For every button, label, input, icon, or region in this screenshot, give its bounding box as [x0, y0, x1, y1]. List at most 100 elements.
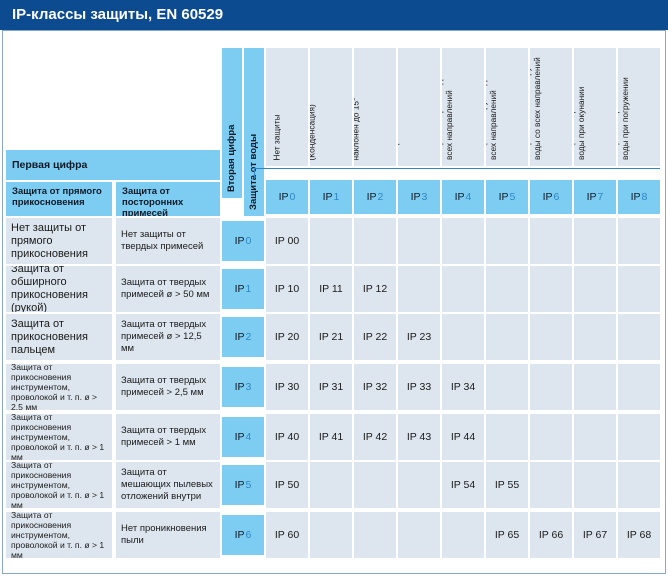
- table-cell: [618, 364, 660, 410]
- table-cell: IP 10: [266, 266, 308, 312]
- row-code-0: IP 0: [222, 221, 264, 261]
- table-cell: [530, 314, 572, 360]
- column-header-label: Защита от капающей воды, если корпус нак…: [354, 97, 361, 160]
- column-code-1: IP 1: [310, 180, 352, 214]
- table-cell: IP 34: [442, 364, 484, 410]
- table-cell: IP 33: [398, 364, 440, 410]
- table-cell: [442, 314, 484, 360]
- table-cell: [486, 414, 528, 460]
- row-code-prefix: IP: [234, 431, 245, 443]
- column-code-digit: 5: [509, 191, 516, 203]
- row-foreign-1: Защита от твердых примесей ø > 50 мм: [116, 266, 220, 312]
- column-code-digit: 3: [421, 191, 428, 203]
- row-foreign-5: Защита от мешающих пылевых отложений вну…: [116, 462, 220, 508]
- column-header-1: Защита от вертикально падающих капель во…: [310, 48, 352, 166]
- table-cell: [310, 512, 352, 558]
- row-foreign-6: Нет проникновения пыли: [116, 512, 220, 558]
- table-cell: IP 66: [530, 512, 572, 558]
- row-code-digit: 6: [245, 529, 252, 541]
- header-bracket: [254, 168, 660, 178]
- table-cell: [354, 512, 396, 558]
- second-digit-label: Вторая цифра: [226, 124, 237, 192]
- table-cell: IP 60: [266, 512, 308, 558]
- table-cell: [398, 512, 440, 558]
- row-foreign-0: Нет защиты от твердых примесей: [116, 218, 220, 264]
- table-cell: [442, 218, 484, 264]
- column-code-prefix: IP: [630, 191, 641, 203]
- row-code-2: IP 2: [222, 317, 264, 357]
- table-cell: IP 54: [442, 462, 484, 508]
- row-code-prefix: IP: [234, 331, 245, 343]
- table-cell: IP 00: [266, 218, 308, 264]
- table-cell: [574, 364, 616, 410]
- column-header-2: Защита от капающей воды, если корпус нак…: [354, 48, 396, 166]
- table-cell: [486, 314, 528, 360]
- column-code-prefix: IP: [454, 191, 465, 203]
- table-cell: [530, 218, 572, 264]
- column-code-2: IP 2: [354, 180, 396, 214]
- foreign-protection-header: Защита от посторонних примесей: [116, 182, 220, 216]
- touch-protection-header: Защита от прямого прикосновения: [6, 182, 112, 216]
- table-cell: [618, 462, 660, 508]
- table-cell: [618, 314, 660, 360]
- table-cell: [442, 266, 484, 312]
- column-code-digit: 6: [553, 191, 560, 203]
- table-cell: IP 43: [398, 414, 440, 460]
- row-code-4: IP 4: [222, 417, 264, 457]
- row-foreign-2: Защита от твердых примесей ø > 12,5 мм: [116, 314, 220, 360]
- column-header-label: Защита от струи воды со всех направлений: [486, 63, 497, 160]
- table-cell: [486, 266, 528, 312]
- table-cell: IP 55: [486, 462, 528, 508]
- table-cell: [398, 218, 440, 264]
- table-cell: [310, 218, 352, 264]
- column-code-prefix: IP: [498, 191, 509, 203]
- column-code-4: IP 4: [442, 180, 484, 214]
- row-code-prefix: IP: [234, 479, 245, 491]
- column-header-label: Защита от проникновения воды при окунани…: [574, 59, 585, 160]
- column-code-prefix: IP: [410, 191, 421, 203]
- table-cell: IP 11: [310, 266, 352, 312]
- table-cell: IP 20: [266, 314, 308, 360]
- table-cell: IP 12: [354, 266, 396, 312]
- table-cell: [618, 266, 660, 312]
- column-code-digit: 7: [597, 191, 604, 203]
- column-header-5: Защита от струи воды со всех направлений: [486, 48, 528, 166]
- page-title: IP-классы защиты, EN 60529: [0, 0, 668, 30]
- row-code-6: IP 6: [222, 515, 264, 555]
- column-header-label: Защита от сильной струи воды со всех нап…: [530, 57, 541, 160]
- column-code-3: IP 3: [398, 180, 440, 214]
- column-header-0: Нет защиты: [266, 48, 308, 166]
- row-code-3: IP 3: [222, 367, 264, 407]
- table-cell: [618, 414, 660, 460]
- row-touch-3: Защита от прикосновения инструментом, пр…: [6, 364, 112, 410]
- row-code-digit: 3: [245, 381, 252, 393]
- table-cell: IP 40: [266, 414, 308, 460]
- table-cell: IP 23: [398, 314, 440, 360]
- table-cell: IP 22: [354, 314, 396, 360]
- row-code-5: IP 5: [222, 465, 264, 505]
- column-code-prefix: IP: [322, 191, 333, 203]
- table-cell: IP 42: [354, 414, 396, 460]
- column-header-label: Защита от распыляемой во все направления…: [398, 48, 400, 160]
- row-code-digit: 4: [245, 431, 252, 443]
- table-cell: IP 21: [310, 314, 352, 360]
- row-code-prefix: IP: [234, 529, 245, 541]
- column-header-4: Защита от брызг воды со всех направлений: [442, 48, 484, 166]
- column-header-label: Защита от проникновения воды при погруже…: [618, 59, 629, 160]
- row-code-prefix: IP: [234, 283, 245, 295]
- table-cell: IP 67: [574, 512, 616, 558]
- column-code-6: IP 6: [530, 180, 572, 214]
- column-header-6: Защита от сильной струи воды со всех нап…: [530, 48, 572, 166]
- table-cell: IP 41: [310, 414, 352, 460]
- table-cell: [530, 462, 572, 508]
- column-code-digit: 0: [289, 191, 296, 203]
- column-header-label: Нет защиты: [271, 113, 282, 160]
- column-code-prefix: IP: [278, 191, 289, 203]
- column-header-3: Защита от распыляемой во все направления…: [398, 48, 440, 166]
- column-code-7: IP 7: [574, 180, 616, 214]
- row-touch-4: Защита от прикосновения инструментом, пр…: [6, 414, 112, 460]
- column-code-prefix: IP: [542, 191, 553, 203]
- table-cell: [574, 218, 616, 264]
- table-cell: [530, 414, 572, 460]
- column-code-digit: 8: [641, 191, 648, 203]
